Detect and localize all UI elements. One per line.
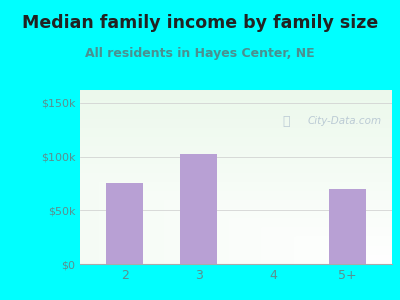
Text: ⓘ: ⓘ — [282, 115, 290, 128]
Bar — [106, 183, 143, 264]
Text: Median family income by family size: Median family income by family size — [22, 14, 378, 32]
Bar — [180, 154, 218, 264]
Bar — [329, 189, 366, 264]
Text: All residents in Hayes Center, NE: All residents in Hayes Center, NE — [85, 46, 315, 59]
Text: City-Data.com: City-Data.com — [308, 116, 382, 126]
